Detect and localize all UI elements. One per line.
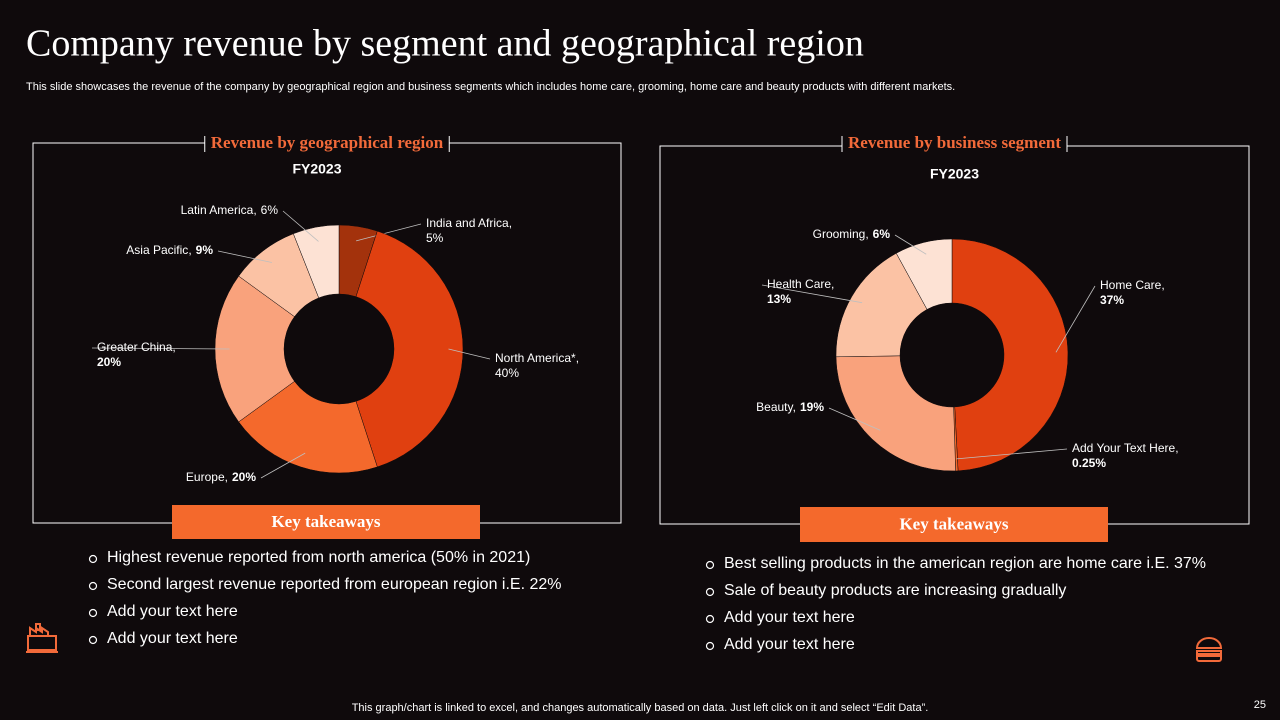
leader-line <box>448 348 491 360</box>
data-label: Home Care, 37% <box>1100 278 1165 307</box>
takeaway-item: Highest revenue reported from north amer… <box>107 549 530 566</box>
data-label: Latin America, 6% <box>181 203 279 217</box>
factory-icon <box>26 623 58 653</box>
label-category: India and Africa <box>426 216 509 230</box>
label-value: 0.25% <box>1072 456 1106 470</box>
label-category: Europe <box>186 470 225 484</box>
label-separator: , <box>793 400 796 414</box>
page-number: 25 <box>1254 699 1266 711</box>
label-value: 20% <box>232 470 256 484</box>
donut-slice <box>835 355 956 472</box>
chart-title: Revenue by geographical region <box>211 133 444 152</box>
donut-slice <box>895 238 953 310</box>
leader-line <box>282 210 319 242</box>
label-separator: , <box>1175 441 1178 455</box>
takeaway-heading: Key takeaways <box>271 512 380 531</box>
label-value: 5% <box>426 231 444 245</box>
label-separator: , <box>1161 278 1164 292</box>
data-label: Add Your Text Here, 0.25% <box>1072 441 1179 470</box>
donut-slice <box>214 275 295 423</box>
data-label: Greater China, 20% <box>97 340 176 369</box>
leader-line <box>260 452 306 479</box>
title-gap <box>204 141 450 145</box>
label-separator: , <box>172 340 175 354</box>
leader-line <box>1055 285 1096 353</box>
takeaway-item: Best selling products in the american re… <box>724 555 1206 572</box>
data-label: Asia Pacific, 9% <box>126 243 213 257</box>
label-separator: , <box>865 227 868 241</box>
bullet <box>705 560 715 570</box>
bullet <box>705 641 715 651</box>
takeaway-item: Sale of beauty products are increasing g… <box>724 582 1066 599</box>
label-category: Home Care <box>1100 278 1162 292</box>
title-gap <box>842 144 1067 148</box>
data-label: Grooming, 6% <box>813 227 891 241</box>
leader-line <box>356 223 422 242</box>
label-value: 9% <box>196 243 214 257</box>
bullet <box>88 608 98 618</box>
label-separator: , <box>225 470 228 484</box>
takeaway-banner <box>800 507 1108 542</box>
leader-line <box>217 250 272 263</box>
takeaway-item: Second largest revenue reported from eur… <box>107 576 562 593</box>
data-label: North America*, 40% <box>495 351 579 380</box>
leader-line <box>761 284 863 304</box>
donut-slice <box>835 252 928 358</box>
leader-line <box>91 347 230 350</box>
bullet <box>88 635 98 645</box>
label-category: Add Your Text Here <box>1072 441 1176 455</box>
donut-slice <box>355 230 464 468</box>
label-value: 6% <box>261 203 279 217</box>
label-separator: , <box>253 203 256 217</box>
donut-slice <box>238 380 378 474</box>
footer-note: This graph/chart is linked to excel, and… <box>352 702 929 714</box>
data-label: Health Care, 13% <box>767 277 834 306</box>
label-category: Asia Pacific <box>126 243 188 257</box>
food-icon <box>1195 637 1223 662</box>
label-value: 20% <box>97 355 121 369</box>
bullet <box>88 581 98 591</box>
bullet <box>705 614 715 624</box>
leader-line <box>956 448 1068 460</box>
chart-subtitle: FY2023 <box>930 166 979 182</box>
bullet <box>705 587 715 597</box>
chart-title: Revenue by business segment <box>848 133 1061 152</box>
label-separator: , <box>509 216 512 230</box>
chart-subtitle: FY2023 <box>292 161 341 177</box>
label-category: North America* <box>495 351 576 365</box>
label-value: 19% <box>800 400 824 414</box>
data-label: Beauty, 19% <box>756 400 824 414</box>
takeaway-item: Add your text here <box>107 603 238 620</box>
label-category: Beauty <box>756 400 793 414</box>
donut-slice <box>293 224 340 299</box>
bullet <box>88 554 98 564</box>
label-separator: , <box>831 277 834 291</box>
slide-title: Company revenue by segment and geographi… <box>26 23 864 65</box>
takeaway-item: Add your text here <box>724 636 855 653</box>
takeaway-item: Add your text here <box>724 609 855 626</box>
data-label: India and Africa, 5% <box>426 216 512 245</box>
leader-line <box>828 407 881 431</box>
label-value: 13% <box>767 292 791 306</box>
takeaway-heading: Key takeaways <box>899 514 1008 533</box>
data-label: Europe, 20% <box>186 470 256 484</box>
slide-subtitle: This slide showcases the revenue of the … <box>26 81 955 93</box>
takeaway-banner <box>172 505 480 539</box>
label-value: 37% <box>1100 293 1124 307</box>
leader-line <box>894 234 927 255</box>
label-separator: , <box>188 243 191 257</box>
label-value: 6% <box>873 227 891 241</box>
label-value: 40% <box>495 366 519 380</box>
takeaway-item: Add your text here <box>107 630 238 647</box>
label-separator: , <box>576 351 579 365</box>
label-category: Health Care <box>767 277 831 291</box>
label-category: Greater China <box>97 340 173 354</box>
label-category: Latin America <box>181 203 254 217</box>
label-category: Grooming <box>813 227 866 241</box>
donut-slice <box>951 238 1069 472</box>
